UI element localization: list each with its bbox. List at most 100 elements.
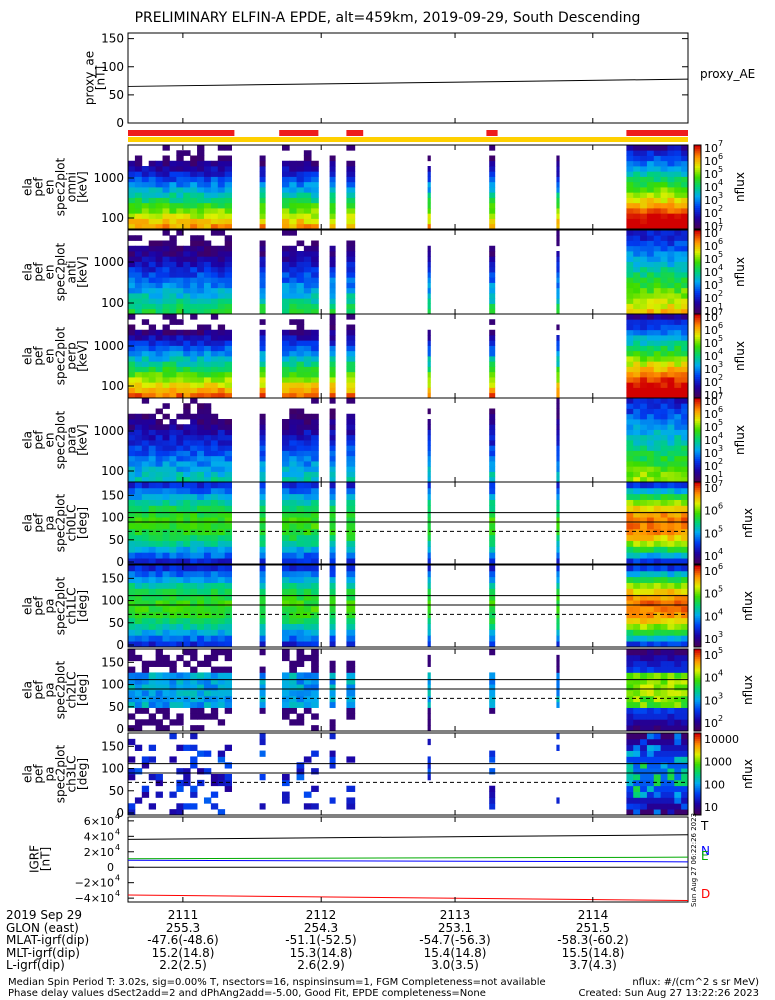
pa-cell <box>329 623 336 630</box>
spec-cell <box>190 314 198 320</box>
pa-cell <box>128 505 136 512</box>
spec-cell <box>646 345 655 352</box>
spec-cell <box>646 272 655 278</box>
spec-cell <box>134 266 143 273</box>
pa-cell <box>197 678 205 685</box>
spec-cell <box>653 230 662 236</box>
spec-cell <box>169 235 177 241</box>
pa-cell <box>640 576 648 583</box>
pa-cell <box>640 750 648 757</box>
igrf-ylabel: IGRF[nT] <box>28 845 53 873</box>
pa-cell <box>681 641 689 648</box>
spec-cell <box>556 445 560 451</box>
pa-cell <box>259 629 266 636</box>
spec-cell <box>224 445 232 451</box>
spec-cell <box>128 392 136 399</box>
pa-cell <box>217 552 226 559</box>
spec-cell <box>646 256 655 262</box>
spec-cell <box>681 230 689 236</box>
spec-cell <box>190 450 198 457</box>
spec-cell <box>489 329 496 336</box>
pa-cell <box>155 487 163 495</box>
pa-cell <box>329 672 336 679</box>
pa-cell <box>311 493 319 500</box>
pa-cell <box>674 672 682 679</box>
spec-cell <box>303 181 312 188</box>
spec-cell <box>311 476 319 483</box>
spec-cell <box>626 293 634 299</box>
pa-cell <box>556 701 560 708</box>
spec-cell <box>224 440 232 446</box>
pa-cell <box>633 499 641 506</box>
spec-cell <box>296 282 305 289</box>
spec-cell <box>296 392 305 399</box>
pa-cell <box>626 505 634 512</box>
pa-cell <box>134 623 143 630</box>
pa-cell <box>681 565 689 572</box>
spec-cell <box>141 293 150 299</box>
cbar-cell <box>694 675 701 679</box>
spec-cell <box>128 329 136 336</box>
pa-cell <box>282 701 290 708</box>
spec-cell <box>155 335 163 341</box>
pa-cell <box>660 690 668 697</box>
pa-cell <box>311 641 319 648</box>
spec-cell <box>667 408 675 415</box>
spec-cell <box>489 192 496 198</box>
cbar-cell <box>694 681 701 685</box>
pa-cell <box>210 641 219 648</box>
spec-cell <box>176 461 184 467</box>
spec-cell <box>162 403 170 409</box>
pa-cell <box>203 493 212 500</box>
pa-cell <box>197 695 205 703</box>
igrf-line-D <box>127 894 689 901</box>
cbar-cell <box>694 575 701 578</box>
spec-cell <box>190 235 198 241</box>
spec-cell <box>296 277 305 283</box>
spec-cell <box>427 245 431 252</box>
pa-cell <box>681 499 689 506</box>
spec-cell <box>128 377 136 383</box>
pa-cell <box>667 552 675 559</box>
pa-cell <box>646 733 655 740</box>
cbar-cell <box>694 500 701 503</box>
pa-cell <box>217 629 226 636</box>
pa-cell <box>259 570 266 578</box>
pa-cell <box>653 719 662 726</box>
cbar-cell <box>694 561 701 565</box>
spec-cell <box>169 377 177 383</box>
spec-cell <box>667 371 675 378</box>
spec-cell <box>653 371 662 378</box>
spec-cell <box>217 187 226 193</box>
cbar-tick-label: 10 <box>704 253 718 266</box>
spec-cell <box>289 429 297 436</box>
pa-cell <box>176 617 184 624</box>
spec-cell <box>183 466 191 472</box>
pa-cell <box>162 641 170 648</box>
spec-cell <box>217 176 226 183</box>
pa-cell <box>427 546 431 553</box>
pa-cell <box>183 534 191 541</box>
spec-cell <box>169 455 177 462</box>
pa-cell <box>667 487 675 495</box>
spec-cell <box>203 361 212 367</box>
spec-cell <box>128 303 136 310</box>
spec-cell <box>660 324 668 331</box>
pa-cell <box>640 565 648 572</box>
spec-cell <box>155 202 163 209</box>
pa-cell <box>556 505 560 512</box>
spec-cell <box>660 197 668 204</box>
pa-cell <box>148 511 157 518</box>
spec-cell <box>169 171 177 177</box>
pa-cell <box>646 768 655 775</box>
spec-cell <box>667 308 675 315</box>
spec-cell <box>311 176 319 183</box>
spec-cell <box>311 251 319 257</box>
spec-cell <box>626 240 634 247</box>
spec-cell <box>346 171 356 177</box>
spec-cell <box>646 223 655 230</box>
pa-cell <box>155 558 163 565</box>
pa-cell <box>489 523 496 530</box>
spec-cell <box>259 240 266 247</box>
spec-cell <box>427 308 431 315</box>
